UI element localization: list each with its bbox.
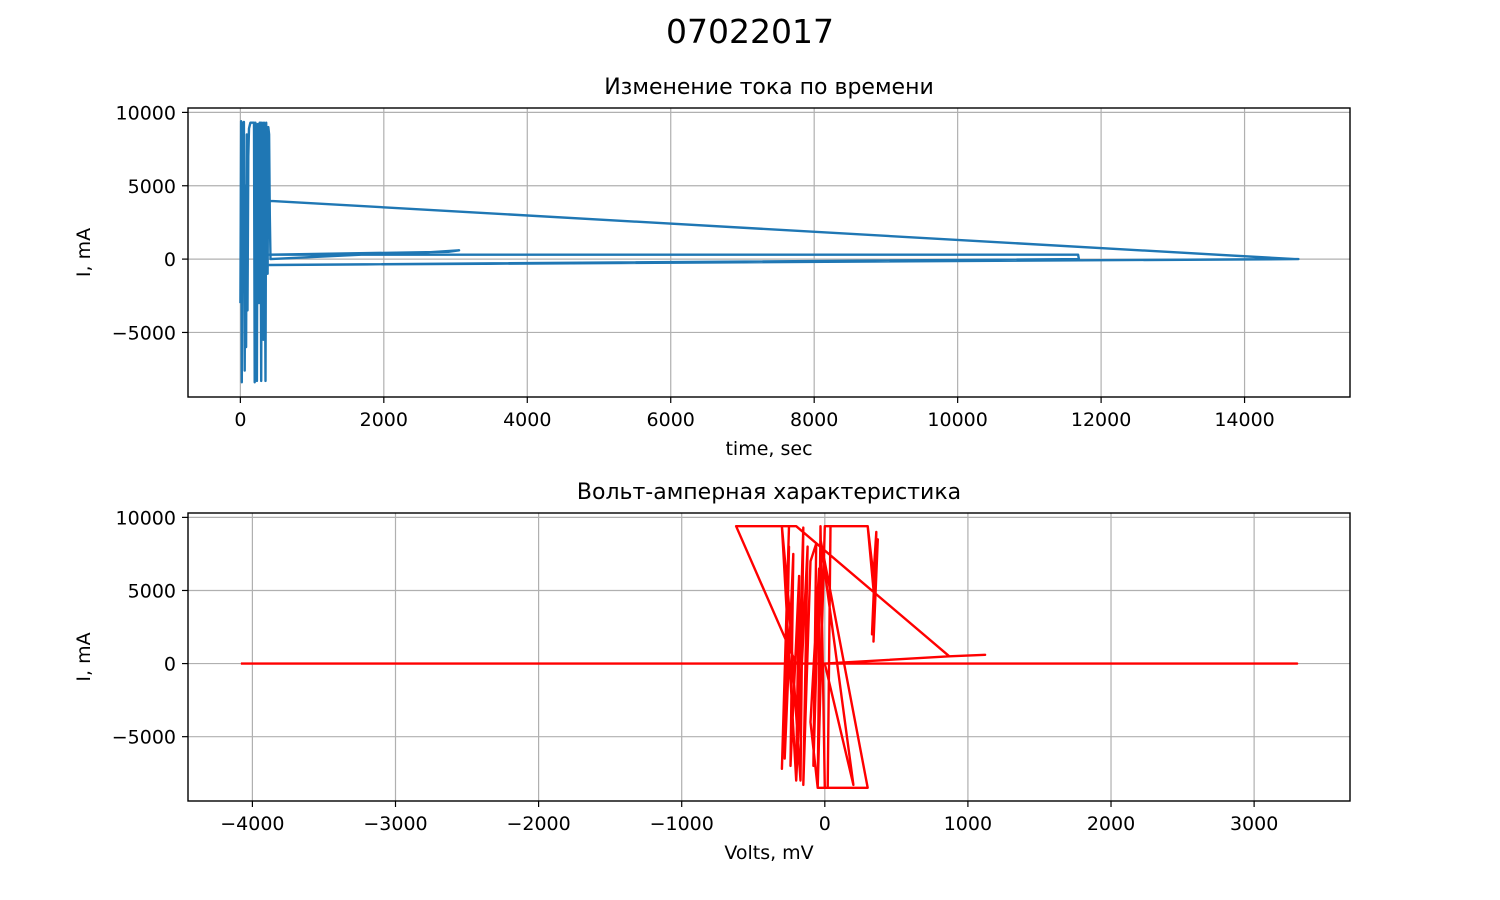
chart-0-x-tick-label: 12000 [1071,409,1131,431]
chart-0-axes-frame [187,107,1351,398]
chart-1-series-line [240,525,1299,789]
chart-1-x-tick-label: 2000 [1087,813,1135,835]
chart-1-x-axis-label: Volts, mV [724,842,813,864]
chart-0-y-tick-label: −5000 [112,322,176,344]
volt-ampere-chart: −4000 −3000 −2000 −1000 0 1000 2000 3000 −5000 0 5… [73,480,1351,864]
chart-1-x-tick-label: −2000 [506,813,570,835]
chart-0-x-tick-label: 10000 [927,409,987,431]
chart-1-y-tick-label: 5000 [128,580,176,602]
chart-1-x-tick-label: 0 [819,813,831,835]
chart-0-title: Изменение тока по времени [604,75,934,100]
chart-0-y-tick-label: 0 [164,249,176,271]
current-vs-time-chart: 0 2000 4000 6000 8000 10000 12000 14000 −5000 0 50… [73,75,1351,460]
chart-0-x-axis-label: time, sec [725,438,812,460]
chart-1-axes-frame [187,512,1351,802]
chart-0-x-tick-label: 6000 [647,409,695,431]
chart-1-y-tick-label: −5000 [112,727,176,749]
chart-0-series-line [239,119,1300,384]
chart-1-y-tick-label: 10000 [116,507,176,529]
chart-1-y-axis-label: I, mA [73,632,95,681]
chart-0-y-axis-label: I, mA [73,228,95,277]
chart-1-x-tick-label: 3000 [1230,813,1278,835]
chart-1-x-tick-label: −1000 [650,813,714,835]
chart-1-title: Вольт-амперная характеристика [577,480,961,505]
figure-title: 07022017 [666,12,834,51]
chart-1-x-tick-label: −4000 [220,813,284,835]
chart-0-x-tick-label: 8000 [790,409,838,431]
chart-0-y-tick-label: 10000 [116,102,176,124]
chart-1-y-tick-label: 0 [164,654,176,676]
chart-0-y-tick-label: 5000 [128,176,176,198]
chart-0-x-tick-label: 0 [234,409,246,431]
chart-0-x-tick-label: 14000 [1214,409,1274,431]
chart-0-x-tick-label: 4000 [503,409,551,431]
chart-0-x-tick-label: 2000 [360,409,408,431]
chart-1-x-tick-label: 1000 [944,813,992,835]
chart-1-x-tick-label: −3000 [363,813,427,835]
